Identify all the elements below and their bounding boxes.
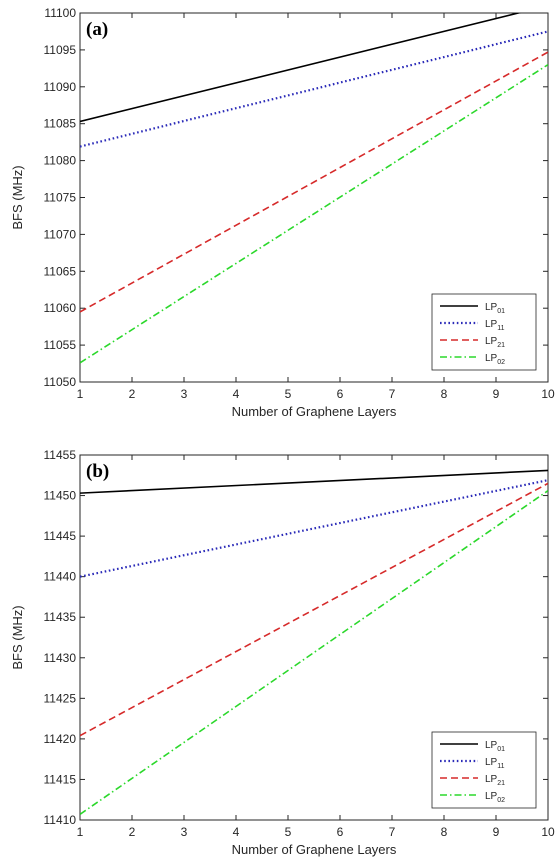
series-line-lp21 [80, 51, 548, 313]
panel-label: (b) [86, 461, 109, 482]
legend-subscript: 11 [497, 763, 504, 770]
y-tick-label: 11410 [44, 813, 77, 827]
legend-subscript: 01 [497, 746, 505, 753]
y-axis-title: BFS (MHz) [10, 605, 25, 669]
y-tick-label: 11435 [44, 610, 77, 624]
chart-panel-b: 1 2 3 4 5 6 7 8 9 10 11410 11415 11420 11425 11430 1143… [10, 448, 555, 857]
y-tick-label: 11450 [44, 489, 77, 503]
x-tick-label: 3 [181, 825, 188, 839]
legend-subscript: 02 [497, 359, 505, 366]
series-line-lp01 [80, 469, 548, 494]
series-line-lp21 [80, 482, 548, 737]
y-tick-label: 11090 [44, 80, 77, 94]
x-tick-label: 6 [337, 825, 344, 839]
x-tick-label: 1 [77, 825, 84, 839]
y-tick-label: 11095 [44, 43, 77, 57]
y-tick-label: 11085 [44, 117, 77, 131]
x-tick-label: 4 [233, 387, 240, 401]
chart-panel-a: 1 2 3 4 5 6 7 8 9 10 11050 11055 11060 11065 11070 1107… [10, 6, 555, 419]
x-tick-label: 6 [337, 387, 344, 401]
y-tick-label: 11455 [44, 448, 77, 462]
legend-subscript: 21 [497, 780, 505, 787]
y-tick-label: 11425 [44, 691, 77, 705]
series-line-lp11 [80, 479, 548, 578]
y-tick-label: 11415 [44, 772, 77, 786]
series-line-lp01 [80, 13, 522, 123]
y-tick-label: 11075 [44, 191, 77, 205]
y-tick-label: 11430 [44, 651, 77, 665]
x-tick-label: 2 [129, 825, 136, 839]
x-tick-label: 8 [441, 387, 448, 401]
x-tick-label: 10 [541, 825, 555, 839]
legend-subscript: 21 [497, 342, 505, 349]
y-tick-label: 11440 [44, 570, 77, 584]
y-tick-label: 11055 [44, 338, 77, 352]
legend-subscript: 02 [497, 797, 505, 804]
y-tick-label: 11050 [44, 375, 77, 389]
x-tick-label: 8 [441, 825, 448, 839]
x-tick-label: 9 [493, 387, 500, 401]
x-axis-title: Number of Graphene Layers [232, 404, 397, 419]
y-tick-label: 11420 [44, 732, 77, 746]
y-tick-label: 11445 [44, 529, 77, 543]
panel-label: (a) [86, 19, 108, 40]
x-tick-label: 3 [181, 387, 188, 401]
x-tick-label: 10 [541, 387, 555, 401]
x-tick-label: 1 [77, 387, 84, 401]
x-tick-label: 7 [389, 825, 396, 839]
y-axis-title: BFS (MHz) [10, 165, 25, 229]
series-line-lp02 [80, 490, 548, 815]
legend-subscript: 11 [497, 325, 504, 332]
series-line-lp11 [80, 30, 548, 148]
x-axis-title: Number of Graphene Layers [232, 842, 397, 857]
y-tick-label: 11070 [44, 227, 77, 241]
y-tick-label: 11080 [44, 154, 77, 168]
x-tick-label: 2 [129, 387, 136, 401]
legend-subscript: 01 [497, 308, 505, 315]
x-tick-label: 7 [389, 387, 396, 401]
series-line-lp02 [80, 63, 548, 364]
plot-frame [79, 454, 549, 821]
y-tick-label: 11100 [44, 6, 76, 20]
y-tick-label: 11065 [44, 264, 77, 278]
y-tick-label: 11060 [44, 301, 77, 315]
x-tick-label: 9 [493, 825, 500, 839]
x-tick-label: 5 [285, 387, 292, 401]
x-tick-label: 5 [285, 825, 292, 839]
x-tick-label: 4 [233, 825, 240, 839]
